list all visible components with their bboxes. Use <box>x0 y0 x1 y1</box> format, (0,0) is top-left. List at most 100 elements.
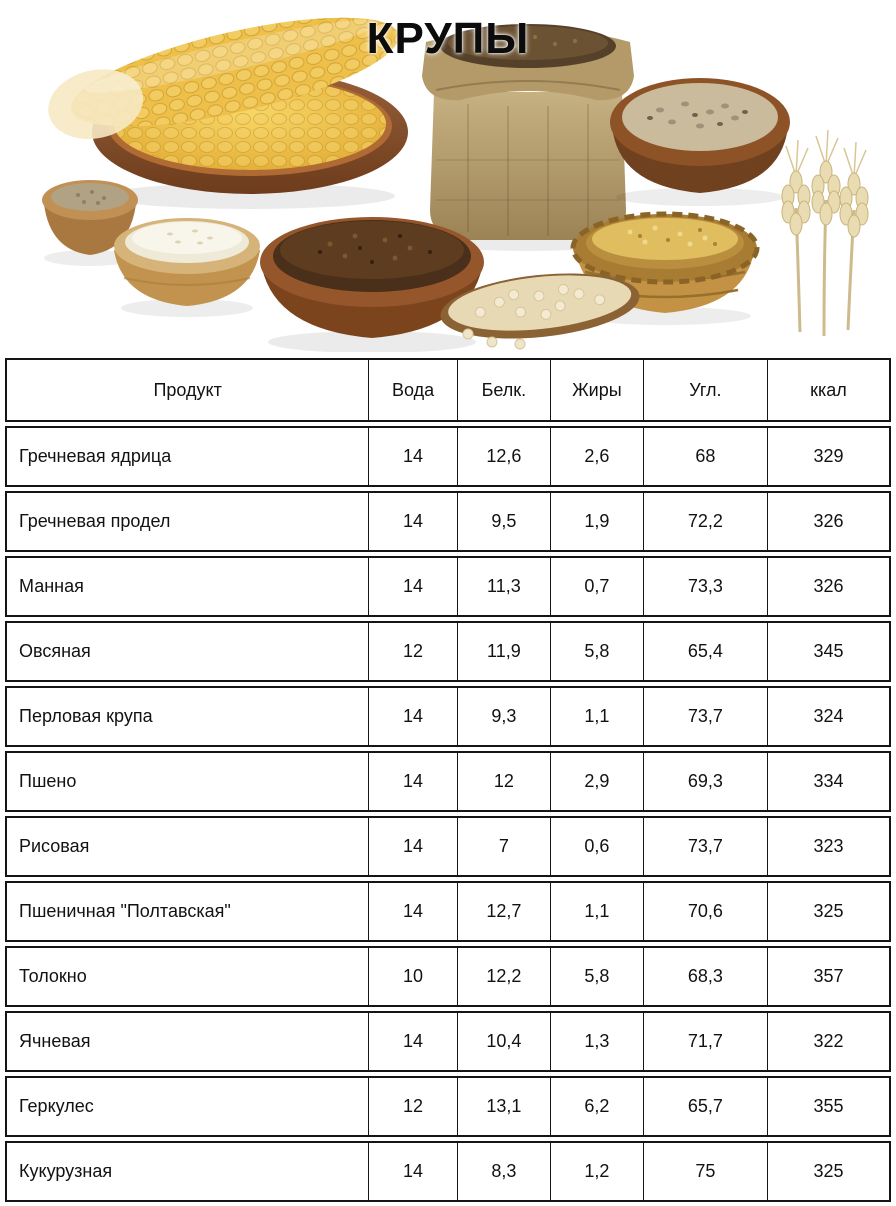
header-water: Вода <box>368 358 457 422</box>
table-body: Гречневая ядрица 14 12,6 2,6 68 329 Греч… <box>5 426 891 1202</box>
product-name-cell: Гречневая продел <box>5 491 369 552</box>
kcal-cell: 326 <box>766 556 891 617</box>
protein-cell: 9,3 <box>456 686 550 747</box>
water-cell: 14 <box>368 491 457 552</box>
water-cell: 12 <box>368 621 457 682</box>
water-cell: 10 <box>368 946 457 1007</box>
protein-cell: 7 <box>456 816 550 877</box>
product-name-cell: Пшено <box>5 751 369 812</box>
protein-cell: 12,7 <box>456 881 550 942</box>
header-product: Продукт <box>5 358 369 422</box>
product-name-cell: Геркулес <box>5 1076 369 1137</box>
product-name-cell: Гречневая ядрица <box>5 426 369 487</box>
fat-cell: 5,8 <box>549 946 643 1007</box>
rice-bowl <box>114 218 260 317</box>
header-fat: Жиры <box>549 358 643 422</box>
kcal-cell: 357 <box>766 946 891 1007</box>
water-cell: 14 <box>368 751 457 812</box>
fat-cell: 0,7 <box>549 556 643 617</box>
carbs-cell: 72,2 <box>642 491 767 552</box>
protein-cell: 11,9 <box>456 621 550 682</box>
water-cell: 14 <box>368 816 457 877</box>
protein-cell: 13,1 <box>456 1076 550 1137</box>
table-row: Кукурузная 14 8,3 1,2 75 325 <box>5 1141 891 1202</box>
fat-cell: 0,6 <box>549 816 643 877</box>
protein-cell: 11,3 <box>456 556 550 617</box>
kcal-cell: 322 <box>766 1011 891 1072</box>
water-cell: 14 <box>368 426 457 487</box>
carbs-cell: 68 <box>642 426 767 487</box>
carbs-cell: 65,4 <box>642 621 767 682</box>
burlap-sack <box>422 24 634 251</box>
kcal-cell: 323 <box>766 816 891 877</box>
protein-cell: 12,2 <box>456 946 550 1007</box>
table-row: Пшено 14 12 2,9 69,3 334 <box>5 751 891 812</box>
page-title: КРУПЫ <box>366 14 530 63</box>
table-row: Ячневая 14 10,4 1,3 71,7 322 <box>5 1011 891 1072</box>
carbs-cell: 68,3 <box>642 946 767 1007</box>
fat-cell: 1,1 <box>549 881 643 942</box>
water-cell: 14 <box>368 556 457 617</box>
carbs-cell: 75 <box>642 1141 767 1202</box>
kcal-cell: 326 <box>766 491 891 552</box>
seed-bowl <box>610 78 790 206</box>
oat-flake-spill <box>462 328 526 350</box>
carbs-cell: 73,7 <box>642 686 767 747</box>
carbs-cell: 69,3 <box>642 751 767 812</box>
table-row: Перловая крупа 14 9,3 1,1 73,7 324 <box>5 686 891 747</box>
table-row: Гречневая ядрица 14 12,6 2,6 68 329 <box>5 426 891 487</box>
kcal-cell: 324 <box>766 686 891 747</box>
water-cell: 12 <box>368 1076 457 1137</box>
fat-cell: 6,2 <box>549 1076 643 1137</box>
kcal-cell: 345 <box>766 621 891 682</box>
product-name-cell: Овсяная <box>5 621 369 682</box>
product-name-cell: Перловая крупа <box>5 686 369 747</box>
table-row: Рисовая 14 7 0,6 73,7 323 <box>5 816 891 877</box>
carbs-cell: 70,6 <box>642 881 767 942</box>
table-row: Толокно 10 12,2 5,8 68,3 357 <box>5 946 891 1007</box>
flax-bowl <box>260 217 484 352</box>
product-name-cell: Манная <box>5 556 369 617</box>
carbs-cell: 73,7 <box>642 816 767 877</box>
kcal-cell: 329 <box>766 426 891 487</box>
fat-cell: 1,9 <box>549 491 643 552</box>
water-cell: 14 <box>368 686 457 747</box>
kcal-cell: 355 <box>766 1076 891 1137</box>
header-protein: Белк. <box>456 358 550 422</box>
product-name-cell: Рисовая <box>5 816 369 877</box>
protein-cell: 10,4 <box>456 1011 550 1072</box>
product-name-cell: Ячневая <box>5 1011 369 1072</box>
table-row: Манная 14 11,3 0,7 73,3 326 <box>5 556 891 617</box>
carbs-cell: 73,3 <box>642 556 767 617</box>
product-name-cell: Толокно <box>5 946 369 1007</box>
oat-scoop <box>440 273 640 339</box>
photo-area: КРУПЫ <box>0 0 896 352</box>
kcal-cell: 325 <box>766 1141 891 1202</box>
kcal-cell: 334 <box>766 751 891 812</box>
fat-cell: 1,3 <box>549 1011 643 1072</box>
table-row: Овсяная 12 11,9 5,8 65,4 345 <box>5 621 891 682</box>
fat-cell: 2,6 <box>549 426 643 487</box>
table-row: Геркулес 12 13,1 6,2 65,7 355 <box>5 1076 891 1137</box>
header-kcal: ккал <box>766 358 891 422</box>
protein-cell: 8,3 <box>456 1141 550 1202</box>
header-carbs: Угл. <box>642 358 767 422</box>
water-cell: 14 <box>368 1141 457 1202</box>
carbs-cell: 71,7 <box>642 1011 767 1072</box>
fat-cell: 2,9 <box>549 751 643 812</box>
table-row: Пшеничная "Полтавская" 14 12,7 1,1 70,6 … <box>5 881 891 942</box>
protein-cell: 12 <box>456 751 550 812</box>
water-cell: 14 <box>368 881 457 942</box>
protein-cell: 12,6 <box>456 426 550 487</box>
wheat-ears <box>781 129 869 337</box>
header-row: Продукт Вода Белк. Жиры Угл. ккал <box>5 358 891 422</box>
carbs-cell: 65,7 <box>642 1076 767 1137</box>
grains-photo-illustration <box>42 17 869 352</box>
kcal-cell: 325 <box>766 881 891 942</box>
small-grain-bowl <box>42 180 138 266</box>
table-row: Гречневая продел 14 9,5 1,9 72,2 326 <box>5 491 891 552</box>
fat-cell: 1,2 <box>549 1141 643 1202</box>
corn-cob-icon <box>48 17 399 140</box>
product-name-cell: Пшеничная "Полтавская" <box>5 881 369 942</box>
nutrition-table: Продукт Вода Белк. Жиры Угл. ккал Гречне… <box>5 354 891 1206</box>
